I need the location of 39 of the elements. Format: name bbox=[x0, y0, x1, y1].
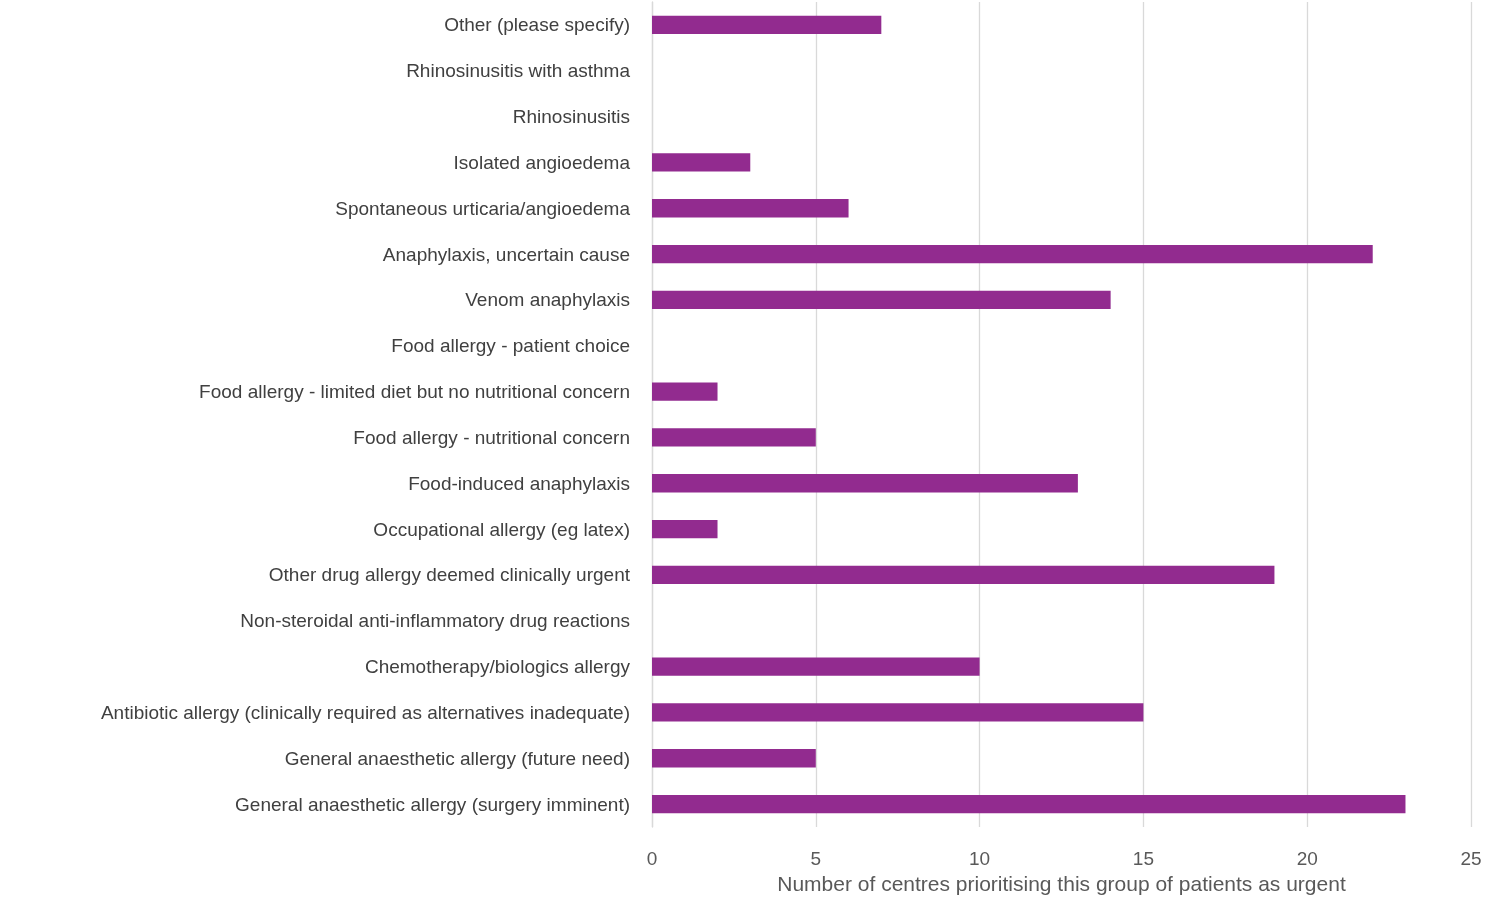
bar bbox=[652, 519, 718, 539]
y-tick-label: Rhinosinusitis bbox=[512, 106, 630, 128]
y-tick-label: Food allergy - patient choice bbox=[391, 335, 630, 357]
bar bbox=[652, 199, 849, 218]
bar bbox=[652, 153, 751, 172]
y-tick-label: Food-induced anaphylaxis bbox=[408, 472, 630, 494]
bar bbox=[652, 15, 882, 35]
y-tick-label: Other (please specify) bbox=[444, 14, 630, 36]
x-tick-label: 5 bbox=[810, 848, 822, 869]
x-axis-title: Number of centres prioritising this group of patients as urgent bbox=[777, 871, 1346, 895]
y-tick-label: Anaphylaxis, uncertain cause bbox=[382, 243, 630, 265]
bar bbox=[652, 657, 980, 676]
y-tick-label: Occupational allergy (eg latex) bbox=[373, 518, 630, 540]
y-tick-label: Venom anaphylaxis bbox=[465, 289, 630, 311]
y-tick-label: Isolated angioedema bbox=[453, 151, 631, 173]
y-tick-label: Spontaneous urticaria/angioedema bbox=[335, 197, 631, 219]
bar bbox=[652, 703, 1144, 722]
x-tick-label: 15 bbox=[1132, 848, 1154, 869]
x-tick-label: 10 bbox=[969, 848, 991, 869]
x-tick-label: 0 bbox=[646, 848, 658, 869]
bar bbox=[652, 565, 1275, 585]
bar bbox=[652, 749, 816, 768]
bar bbox=[652, 290, 1111, 310]
bar bbox=[652, 244, 1373, 264]
y-tick-label: Food allergy - limited diet but no nutritional concern bbox=[199, 381, 630, 403]
y-tick-label: Non-steroidal anti-inflammatory drug reactions bbox=[240, 610, 630, 632]
y-tick-label: Food allergy - nutritional concern bbox=[353, 426, 630, 448]
y-tick-label: General anaesthetic allergy (future need) bbox=[284, 747, 630, 769]
bar bbox=[652, 428, 816, 447]
x-tick-label: 25 bbox=[1460, 848, 1482, 869]
y-tick-label: General anaesthetic allergy (surgery imminent) bbox=[235, 793, 630, 815]
y-tick-label: Chemotherapy/biologics allergy bbox=[364, 656, 631, 678]
y-tick-label: Antibiotic allergy (clinically required as alternatives inadequate) bbox=[100, 701, 630, 723]
bar bbox=[652, 794, 1406, 814]
x-tick-label: 20 bbox=[1296, 848, 1318, 869]
y-tick-label: Other drug allergy deemed clinically urgent bbox=[268, 564, 631, 586]
bar bbox=[652, 474, 1078, 493]
bar bbox=[652, 382, 718, 401]
y-tick-label: Rhinosinusitis with asthma bbox=[406, 60, 631, 82]
